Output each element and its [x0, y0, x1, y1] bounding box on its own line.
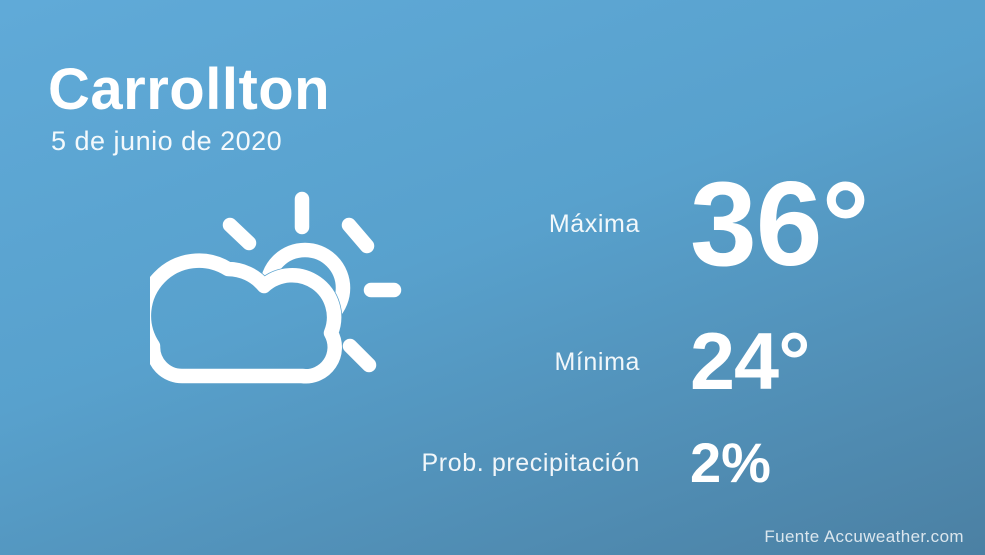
header: Carrollton 5 de junio de 2020	[48, 58, 330, 157]
source-attribution: Fuente Accuweather.com	[764, 527, 964, 546]
forecast-date: 5 de junio de 2020	[51, 125, 283, 156]
max-temperature-label: Máxima	[548, 209, 640, 238]
min-temperature-value: 24°	[690, 316, 810, 407]
location-title: Carrollton	[48, 57, 331, 122]
precipitation-row: Prob. precipitación 2%	[0, 423, 985, 503]
max-temperature-row: Máxima 36°	[0, 164, 985, 284]
sun-behind-cloud-icon	[136, 185, 402, 387]
max-temperature-value: 36°	[690, 157, 869, 291]
min-temperature-row: Mínima 24°	[0, 312, 985, 412]
precipitation-value: 2%	[690, 431, 771, 494]
precipitation-label: Prob. precipitación	[421, 448, 640, 477]
min-temperature-label: Mínima	[554, 347, 640, 376]
